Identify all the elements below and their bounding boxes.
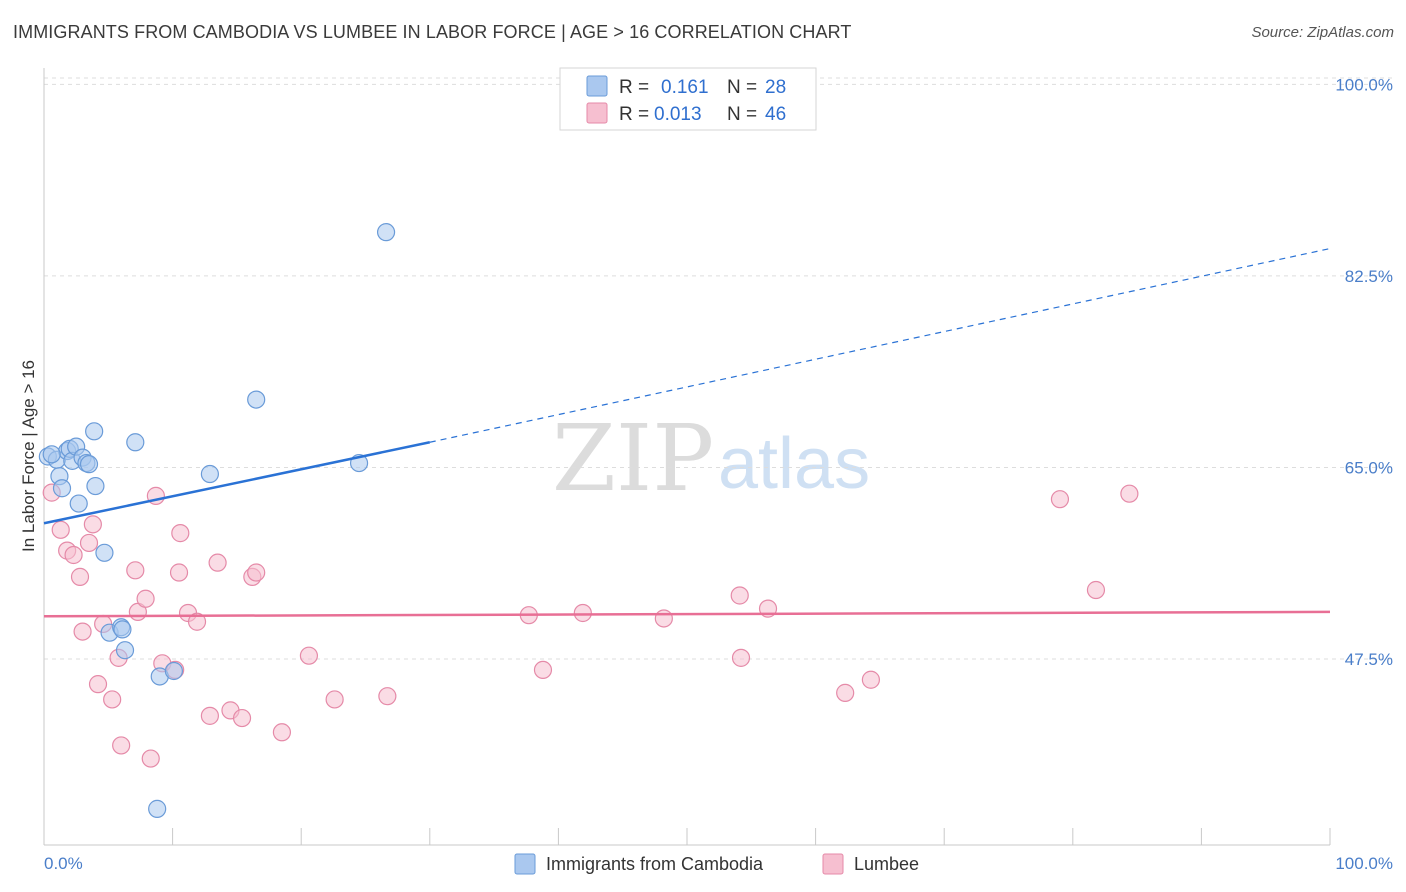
lumbee-point-12: [126, 561, 145, 580]
y-axis-label: In Labor Force | Age > 16: [19, 360, 38, 552]
lumbee-point-35: [573, 603, 592, 623]
legend-r-value-lumbee: 0.013: [654, 104, 702, 125]
lumbee-point-3: [64, 545, 83, 565]
lumbee-point-30: [299, 646, 319, 665]
legend-swatch-cambodia: [586, 75, 608, 97]
lumbee-point-32: [378, 687, 397, 706]
x-tick-label-max: 100.0%: [1335, 854, 1393, 873]
y-tick-label-1: 65.0%: [1345, 458, 1393, 477]
lumbee-points: [42, 483, 1139, 768]
cambodia-point-20: [164, 661, 183, 681]
cambodia-point-13: [86, 476, 105, 496]
y-tick-label-0: 47.5%: [1345, 650, 1393, 669]
lumbee-point-24: [208, 553, 227, 572]
lumbee-point-1: [51, 520, 70, 539]
legend-r-label-cambodia: R =: [619, 77, 649, 98]
legend-r-label-lumbee: R =: [619, 104, 649, 125]
lumbee-point-11: [112, 736, 131, 755]
lumbee-point-14: [136, 589, 155, 608]
lumbee-point-40: [836, 683, 855, 702]
lumbee-point-41: [861, 670, 880, 689]
lumbee-point-36: [654, 609, 673, 628]
cambodia-point-26: [113, 620, 132, 639]
y-tick-label-3: 100.0%: [1335, 75, 1393, 94]
lumbee-point-31: [325, 690, 344, 709]
bottom-legend-swatch-cambodia: [514, 853, 536, 875]
lumbee-point-9: [103, 690, 122, 709]
cambodia-point-18: [126, 433, 145, 452]
cambodia-points: [38, 223, 396, 818]
watermark-zip: ZIP: [552, 405, 714, 512]
lumbee-point-34: [533, 660, 553, 680]
lumbee-point-20: [171, 524, 190, 543]
cambodia-point-22: [247, 390, 266, 409]
legend-r-value-cambodia: 0.161: [661, 77, 709, 98]
legend-n-label-lumbee: N =: [727, 104, 757, 125]
lumbee-point-7: [88, 675, 108, 694]
lumbee-point-43: [1086, 580, 1106, 600]
lumbee-point-4: [70, 567, 90, 586]
cambodia-point-17: [115, 641, 135, 660]
cambodia-point-21: [200, 464, 219, 484]
cambodia-point-8: [69, 494, 88, 513]
lumbee-point-26: [232, 708, 252, 728]
chart-title: IMMIGRANTS FROM CAMBODIA VS LUMBEE IN LA…: [13, 22, 852, 42]
y-tick-label-2: 82.5%: [1345, 267, 1393, 286]
watermark-atlas: atlas: [718, 424, 870, 504]
x-tick-marks: [43, 828, 1331, 845]
bottom-legend-label-lumbee: Lumbee: [854, 854, 919, 874]
legend-n-value-cambodia: 28: [765, 77, 786, 98]
x-tick-label-min: 0.0%: [44, 854, 83, 873]
lumbee-point-22: [187, 612, 207, 631]
lumbee-point-42: [1050, 490, 1070, 509]
cambodia-point-12: [85, 422, 104, 441]
legend-n-label-cambodia: N =: [727, 77, 757, 98]
lumbee-point-29: [272, 723, 292, 742]
cambodia-point-25: [148, 799, 167, 818]
bottom-legend: Immigrants from Cambodia Lumbee: [514, 853, 919, 875]
lumbee-trend-line: [43, 610, 1331, 618]
source-label: Source: ZipAtlas.com: [1251, 24, 1394, 41]
cambodia-point-11: [79, 455, 99, 474]
lumbee-point-44: [1120, 484, 1139, 503]
cambodia-point-3: [52, 479, 72, 498]
lumbee-point-5: [79, 533, 99, 553]
top-legend: R = 0.161 N = 28 R = 0.013 N = 46: [559, 67, 817, 131]
lumbee-point-28: [247, 563, 266, 582]
lumbee-point-15: [141, 749, 160, 768]
bottom-legend-swatch-lumbee: [822, 853, 844, 875]
cambodia-point-14: [95, 543, 114, 562]
bottom-legend-label-cambodia: Immigrants from Cambodia: [546, 854, 764, 874]
lumbee-point-38: [731, 648, 751, 667]
lumbee-point-45: [73, 622, 92, 641]
cambodia-trend-line: [43, 441, 431, 525]
lumbee-point-23: [200, 706, 219, 725]
trend-lines: [43, 247, 1331, 618]
cambodia-point-24: [376, 223, 396, 242]
legend-swatch-lumbee: [586, 102, 608, 124]
cambodia-point-27: [42, 445, 61, 464]
legend-n-value-lumbee: 46: [765, 104, 786, 125]
lumbee-point-6: [83, 515, 102, 534]
y-tick-labels: 47.5% 65.0% 82.5% 100.0%: [1335, 75, 1393, 669]
lumbee-point-19: [169, 563, 189, 582]
lumbee-point-37: [730, 586, 749, 605]
